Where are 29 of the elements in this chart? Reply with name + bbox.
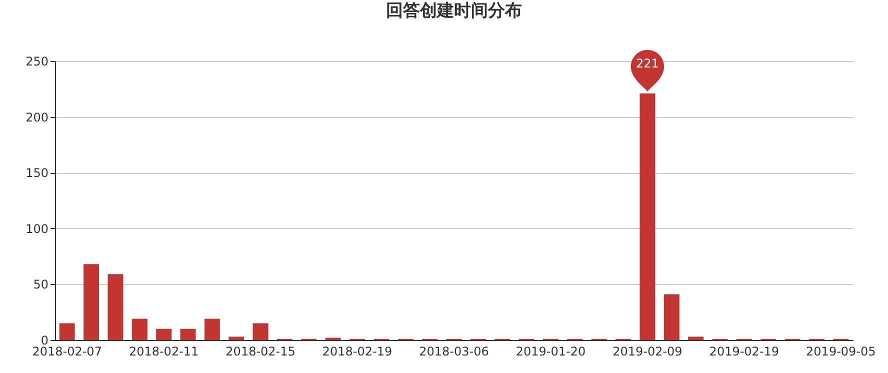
y-tick-label: 250	[26, 54, 48, 68]
x-tick-label: 2019-02-19	[709, 344, 780, 358]
y-tick-label: 100	[26, 222, 48, 236]
x-tick-label: 2019-01-20	[516, 344, 586, 358]
x-tick-label: 2018-02-15	[226, 344, 296, 358]
y-tick-label: 0	[40, 334, 48, 348]
bar	[688, 336, 704, 340]
y-tick-label: 200	[26, 110, 48, 124]
x-tick-label: 2018-03-06	[419, 344, 489, 358]
bar	[640, 93, 656, 340]
bar	[664, 294, 680, 340]
bar	[84, 264, 100, 340]
bar	[228, 336, 244, 340]
annotation: 221	[636, 56, 659, 70]
x-tick-label: 2019-09-05	[806, 344, 876, 358]
y-tick-label: 150	[26, 166, 48, 180]
y-tick-label: 50	[33, 278, 48, 292]
bar	[156, 328, 172, 340]
bar	[59, 323, 75, 340]
bar	[132, 318, 148, 340]
bar	[180, 328, 196, 340]
x-tick-label: 2018-02-11	[128, 344, 199, 358]
bar	[108, 274, 124, 340]
bar	[204, 318, 220, 340]
x-tick-label: 2019-02-09	[612, 344, 682, 358]
x-tick-label: 2018-02-07	[32, 344, 102, 358]
x-tick-label: 2018-02-19	[322, 344, 392, 358]
bar	[252, 323, 268, 340]
chart-title: 回答创建时间分布	[386, 0, 522, 21]
